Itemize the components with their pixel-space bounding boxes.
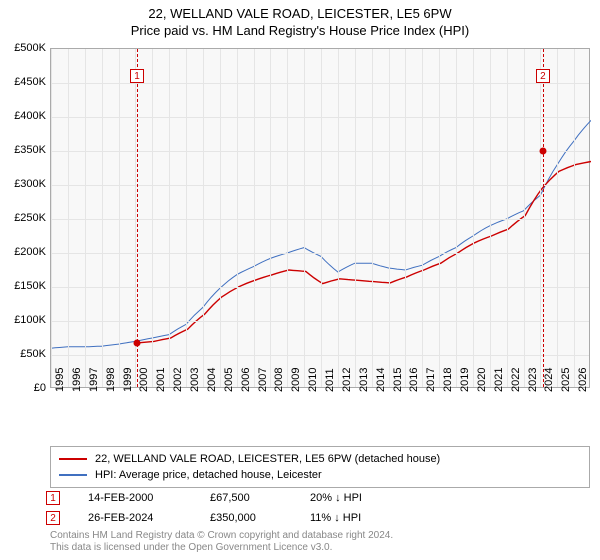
sale-price: £350,000 bbox=[210, 512, 300, 524]
sale-delta: 11% ↓ HPI bbox=[310, 512, 430, 524]
x-axis-label: 2007 bbox=[257, 368, 269, 392]
legend-box: 22, WELLAND VALE ROAD, LEICESTER, LE5 6P… bbox=[50, 446, 590, 488]
plot-area: 12 bbox=[50, 48, 590, 388]
x-axis-label: 1996 bbox=[71, 368, 83, 392]
y-axis-label: £100K bbox=[14, 314, 46, 326]
x-axis-label: 2006 bbox=[240, 368, 252, 392]
x-axis-label: 2023 bbox=[527, 368, 539, 392]
y-axis-label: £50K bbox=[20, 348, 46, 360]
x-axis-label: 2016 bbox=[408, 368, 420, 392]
x-axis-label: 2025 bbox=[560, 368, 572, 392]
x-axis-label: 2002 bbox=[172, 368, 184, 392]
x-axis-label: 2020 bbox=[476, 368, 488, 392]
legend-label: 22, WELLAND VALE ROAD, LEICESTER, LE5 6P… bbox=[95, 451, 440, 467]
footer: Contains HM Land Registry data © Crown c… bbox=[50, 530, 590, 554]
x-axis-label: 2017 bbox=[425, 368, 437, 392]
x-axis-label: 2024 bbox=[543, 368, 555, 392]
x-axis-label: 1997 bbox=[88, 368, 100, 392]
x-axis-label: 2018 bbox=[442, 368, 454, 392]
y-axis-label: £450K bbox=[14, 76, 46, 88]
x-axis-label: 2001 bbox=[155, 368, 167, 392]
sale-date: 14-FEB-2000 bbox=[70, 492, 200, 504]
legend-swatch bbox=[59, 458, 87, 460]
sale-marker-box: 1 bbox=[130, 69, 144, 83]
x-axis-label: 2008 bbox=[273, 368, 285, 392]
title-line2: Price paid vs. HM Land Registry's House … bbox=[0, 21, 600, 38]
legend-item: 22, WELLAND VALE ROAD, LEICESTER, LE5 6P… bbox=[59, 451, 581, 467]
sale-row: 2 26-FEB-2024 £350,000 11% ↓ HPI bbox=[46, 508, 594, 528]
sale-row: 1 14-FEB-2000 £67,500 20% ↓ HPI bbox=[46, 488, 594, 508]
title-line1: 22, WELLAND VALE ROAD, LEICESTER, LE5 6P… bbox=[0, 0, 600, 21]
x-axis-label: 2026 bbox=[577, 368, 589, 392]
x-axis-label: 1995 bbox=[54, 368, 66, 392]
legend-label: HPI: Average price, detached house, Leic… bbox=[95, 467, 322, 483]
y-axis-label: £200K bbox=[14, 246, 46, 258]
x-axis-label: 2003 bbox=[189, 368, 201, 392]
x-axis-label: 2004 bbox=[206, 368, 218, 392]
legend-swatch bbox=[59, 474, 87, 476]
x-axis-label: 1999 bbox=[122, 368, 134, 392]
x-axis-label: 2005 bbox=[223, 368, 235, 392]
footer-line2: This data is licensed under the Open Gov… bbox=[50, 542, 590, 554]
y-axis-label: £0 bbox=[34, 382, 46, 394]
x-axis-label: 2015 bbox=[392, 368, 404, 392]
y-axis-label: £300K bbox=[14, 178, 46, 190]
x-axis-label: 2010 bbox=[307, 368, 319, 392]
y-axis-label: £350K bbox=[14, 144, 46, 156]
x-axis-label: 2011 bbox=[324, 368, 336, 392]
x-axis-label: 1998 bbox=[105, 368, 117, 392]
x-axis-label: 2022 bbox=[510, 368, 522, 392]
y-axis-label: £500K bbox=[14, 42, 46, 54]
sale-price: £67,500 bbox=[210, 492, 300, 504]
y-axis-label: £400K bbox=[14, 110, 46, 122]
sale-dot bbox=[539, 148, 546, 155]
sale-number-box: 1 bbox=[46, 491, 60, 505]
sale-number-box: 2 bbox=[46, 511, 60, 525]
sales-table: 1 14-FEB-2000 £67,500 20% ↓ HPI 2 26-FEB-2024… bbox=[46, 488, 594, 528]
sale-marker-box: 2 bbox=[536, 69, 550, 83]
x-axis-label: 2019 bbox=[459, 368, 471, 392]
chart: 12 £0£50K£100K£150K£200K£250K£300K£350K£… bbox=[0, 38, 600, 436]
x-axis-label: 2012 bbox=[341, 368, 353, 392]
y-axis-label: £150K bbox=[14, 280, 46, 292]
footer-line1: Contains HM Land Registry data © Crown c… bbox=[50, 530, 590, 542]
page: 22, WELLAND VALE ROAD, LEICESTER, LE5 6P… bbox=[0, 0, 600, 560]
y-axis-label: £250K bbox=[14, 212, 46, 224]
x-axis-label: 2014 bbox=[375, 368, 387, 392]
sale-delta: 20% ↓ HPI bbox=[310, 492, 430, 504]
sale-marker-line bbox=[137, 49, 138, 387]
x-axis-label: 2021 bbox=[493, 368, 505, 392]
x-axis-label: 2013 bbox=[358, 368, 370, 392]
sale-date: 26-FEB-2024 bbox=[70, 512, 200, 524]
sale-marker-line bbox=[543, 49, 544, 387]
legend-item: HPI: Average price, detached house, Leic… bbox=[59, 467, 581, 483]
x-axis-label: 2000 bbox=[138, 368, 150, 392]
x-axis-label: 2009 bbox=[290, 368, 302, 392]
sale-dot bbox=[134, 340, 141, 347]
